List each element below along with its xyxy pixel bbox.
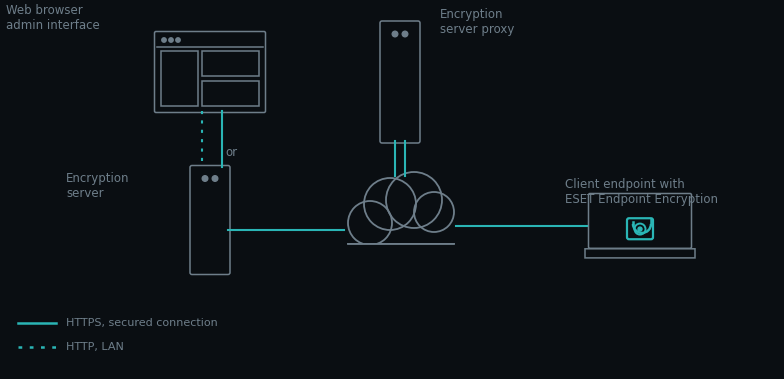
- Circle shape: [176, 38, 180, 42]
- Text: Encryption
server: Encryption server: [66, 172, 129, 200]
- Circle shape: [348, 201, 392, 245]
- FancyBboxPatch shape: [345, 221, 455, 249]
- Circle shape: [402, 31, 408, 37]
- FancyBboxPatch shape: [340, 244, 460, 264]
- FancyBboxPatch shape: [589, 194, 691, 248]
- Text: or: or: [225, 147, 237, 160]
- Circle shape: [202, 176, 208, 181]
- Circle shape: [386, 172, 442, 228]
- Circle shape: [364, 178, 416, 230]
- Circle shape: [169, 38, 173, 42]
- FancyBboxPatch shape: [585, 249, 695, 258]
- Text: HTTP, LAN: HTTP, LAN: [66, 342, 124, 352]
- Text: HTTPS, secured connection: HTTPS, secured connection: [66, 318, 218, 328]
- FancyBboxPatch shape: [190, 166, 230, 274]
- Text: Web browser
admin interface: Web browser admin interface: [6, 4, 100, 32]
- Text: Encryption
server proxy: Encryption server proxy: [440, 8, 514, 36]
- Circle shape: [162, 38, 166, 42]
- FancyBboxPatch shape: [380, 21, 420, 143]
- Circle shape: [212, 176, 218, 181]
- Circle shape: [638, 227, 642, 231]
- FancyBboxPatch shape: [154, 31, 266, 113]
- Circle shape: [392, 31, 397, 37]
- Circle shape: [414, 192, 454, 232]
- Text: Client endpoint with
ESET Endpoint Encryption: Client endpoint with ESET Endpoint Encry…: [565, 178, 718, 206]
